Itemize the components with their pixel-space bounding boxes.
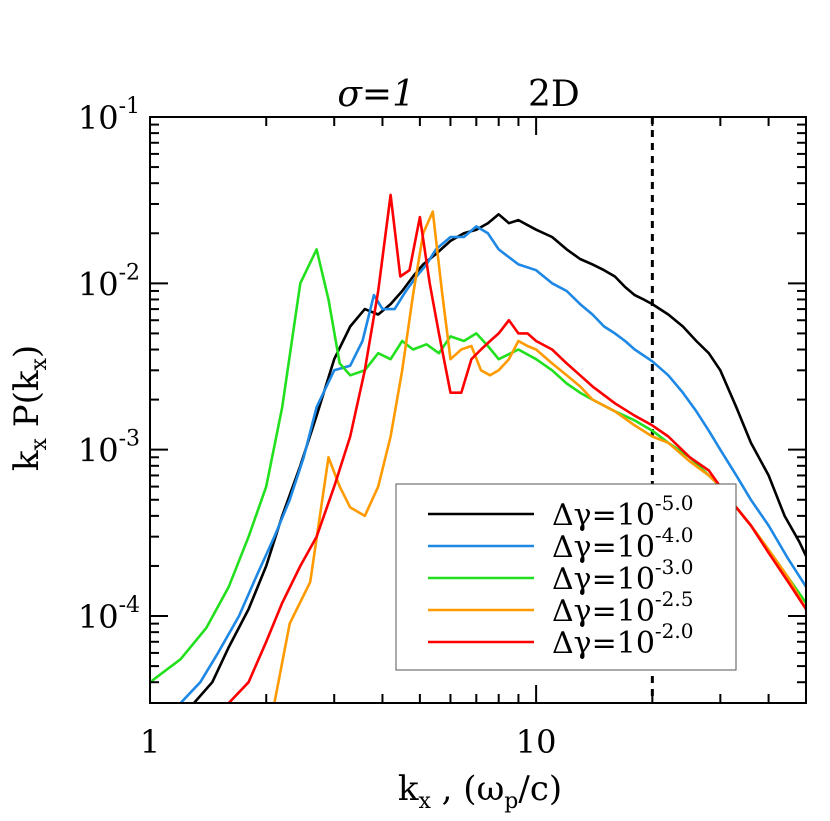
title-sigma: σ=1 <box>337 74 415 115</box>
plot-frame <box>149 116 807 704</box>
y-axis-label: kx P(kx) <box>7 345 52 471</box>
x-tick-label: 1 <box>140 723 160 761</box>
x-tick-label: 10 <box>516 723 557 761</box>
y-tick-label: 10-2 <box>78 260 140 303</box>
series-line-1 <box>179 225 806 703</box>
legend-label: Δγ=10-4.0 <box>552 523 693 565</box>
legend-label: Δγ=10-2.5 <box>552 587 693 629</box>
x-axis-label: kx , (ωp/c) <box>398 769 562 814</box>
legend-label: Δγ=10-5.0 <box>552 491 693 533</box>
data-lines <box>150 117 806 703</box>
chart-title: σ=1 2D <box>337 74 579 115</box>
y-tick-label: 10-4 <box>78 593 140 636</box>
legend-label: Δγ=10-2.0 <box>552 619 693 661</box>
series-line-4 <box>227 193 806 703</box>
legend: Δγ=10-5.0Δγ=10-4.0Δγ=10-3.0Δγ=10-2.5Δγ=1… <box>395 483 737 671</box>
axes: 1 10 10-1 10-2 10-3 10-4 <box>78 94 807 761</box>
title-dim: 2D <box>528 74 580 115</box>
legend-label: Δγ=10-3.0 <box>552 555 693 597</box>
y-tick-label: 10-3 <box>78 427 140 470</box>
y-tick-label: 10-1 <box>78 94 140 137</box>
series-line-3 <box>273 210 806 703</box>
